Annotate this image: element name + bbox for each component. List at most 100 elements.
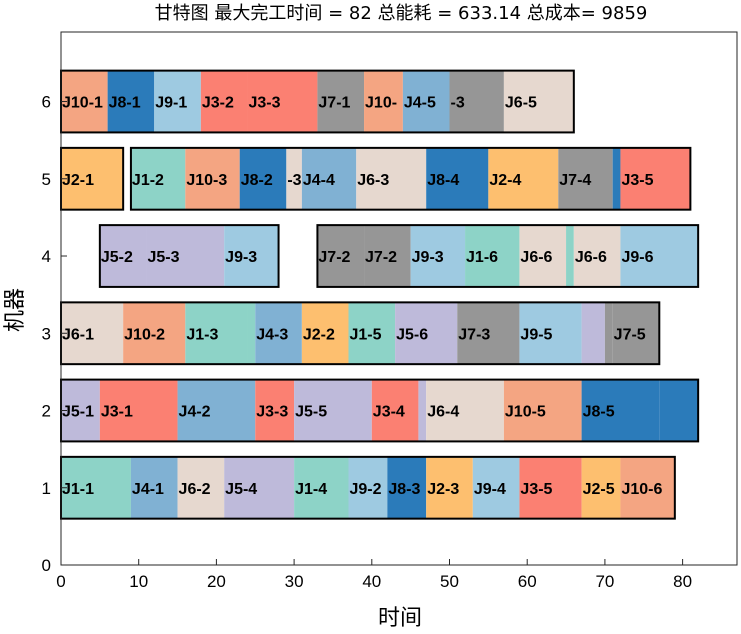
gantt-bar (61, 379, 100, 442)
gantt-bar (612, 302, 660, 365)
bar-label: J4-3 (256, 326, 288, 343)
bar-label: J4-5 (404, 95, 436, 112)
gantt-bar (426, 147, 489, 210)
y-tick-label: 2 (42, 402, 51, 421)
gantt-bar (348, 302, 396, 365)
gantt-bar (519, 302, 582, 365)
bar-label: J10-5 (505, 404, 546, 421)
gantt-bar (294, 456, 349, 519)
gantt-bar (558, 147, 613, 210)
gantt-bar (317, 225, 365, 287)
x-tick-label: 10 (129, 572, 148, 591)
bar-label: J7-5 (614, 326, 646, 343)
machine-block-outline (129, 146, 692, 211)
gantt-bar (356, 147, 427, 210)
gantt-bar (294, 379, 372, 442)
gantt-bar (255, 302, 302, 365)
bar-label: J6-4 (427, 404, 459, 421)
bar-label: J1-5 (349, 326, 381, 343)
gantt-bar (348, 456, 388, 519)
bar-label: J7-2 (365, 249, 397, 266)
bar-label: J1-3 (186, 326, 218, 343)
axes-frame (60, 31, 738, 566)
bar-label: J3-5 (520, 481, 552, 498)
gantt-bar (301, 147, 357, 210)
x-tick-label: 0 (56, 572, 65, 591)
bar-label: J9-5 (520, 326, 552, 343)
gantt-bar (200, 70, 248, 133)
gantt-bar (177, 456, 225, 519)
gantt-bar (410, 225, 466, 287)
y-axis-label: 机器 (3, 288, 28, 332)
gantt-bar (224, 225, 279, 287)
gantt-bar (519, 456, 582, 519)
gantt-bar (301, 302, 349, 365)
gantt-bar (61, 456, 131, 519)
y-tick-label: 4 (42, 247, 51, 266)
gantt-bar (317, 70, 365, 133)
y-tick-label: 5 (42, 170, 51, 189)
gantt-bar (581, 456, 621, 519)
gantt-bar (620, 147, 691, 210)
gantt-bar (224, 456, 295, 519)
bar-label: J7-3 (458, 326, 490, 343)
gantt-bar (465, 225, 520, 287)
x-tick-label: 80 (673, 572, 692, 591)
y-tick-label: 0 (42, 556, 51, 575)
gantt-bar (449, 70, 504, 133)
bar-label: J10-2 (124, 326, 165, 343)
x-tick-label: 30 (285, 572, 304, 591)
bar-label: J3-3 (248, 95, 280, 112)
bar-label: J9-4 (474, 481, 506, 498)
bar-label: J1-1 (62, 481, 94, 498)
gantt-bar (286, 147, 302, 210)
gantt-bar (620, 225, 699, 287)
bar-label: J7-2 (318, 249, 350, 266)
bar-label: J3-4 (373, 404, 405, 421)
gantt-bar (566, 225, 574, 287)
gantt-bar (61, 70, 108, 133)
bar-label: J10- (365, 95, 397, 112)
gantt-bar (61, 302, 124, 365)
bar-label: J8-1 (109, 95, 141, 112)
bar-label: J9-1 (155, 95, 187, 112)
plot-area: J10-1 J8-1 J9-1 J3-2 J3-3 J7-1 J10- J4-5 -3 J6-5 J… (60, 69, 700, 520)
bar-label: J10-1 (62, 95, 103, 112)
gantt-bar (364, 70, 403, 133)
x-axis-label: 时间 (378, 606, 422, 631)
bar-label: J1-6 (466, 249, 498, 266)
bar-label: J9-6 (621, 249, 653, 266)
gantt-bar (247, 302, 256, 365)
gantt-bar (488, 147, 559, 210)
x-tick-label: 70 (595, 572, 614, 591)
gantt-bar (503, 70, 574, 133)
x-tick-label: 60 (518, 572, 537, 591)
gantt-bar (130, 147, 186, 210)
gantt-bar (239, 147, 287, 210)
bar-label: -3 (451, 95, 465, 112)
bar-label: J9-2 (349, 481, 381, 498)
gantt-bar (620, 456, 675, 519)
gantt-bar (107, 70, 155, 133)
gantt-bar (185, 302, 248, 365)
gantt-bar (659, 379, 699, 442)
bar-label: J5-6 (396, 326, 428, 343)
bar-label: J5-2 (101, 249, 133, 266)
bar-label: J8-2 (241, 172, 273, 189)
bar-label: J4-2 (179, 404, 211, 421)
gantt-bar (395, 302, 458, 365)
gantt-bar (177, 379, 256, 442)
bar-label: J2-4 (489, 172, 521, 189)
gantt-bar (457, 302, 520, 365)
bar-label: J3-1 (101, 404, 133, 421)
bar-label: J5-1 (62, 404, 94, 421)
x-tick-label: 40 (362, 572, 381, 591)
x-tick-label: 50 (440, 572, 459, 591)
bar-label: J9-3 (412, 249, 444, 266)
bar-label: J6-3 (357, 172, 389, 189)
gantt-bar (604, 302, 613, 365)
bar-label: J2-5 (583, 481, 615, 498)
gantt-bar (99, 225, 147, 287)
x-axis: 0 10 20 30 40 50 60 70 80 (56, 559, 692, 591)
gantt-bar (426, 379, 504, 442)
